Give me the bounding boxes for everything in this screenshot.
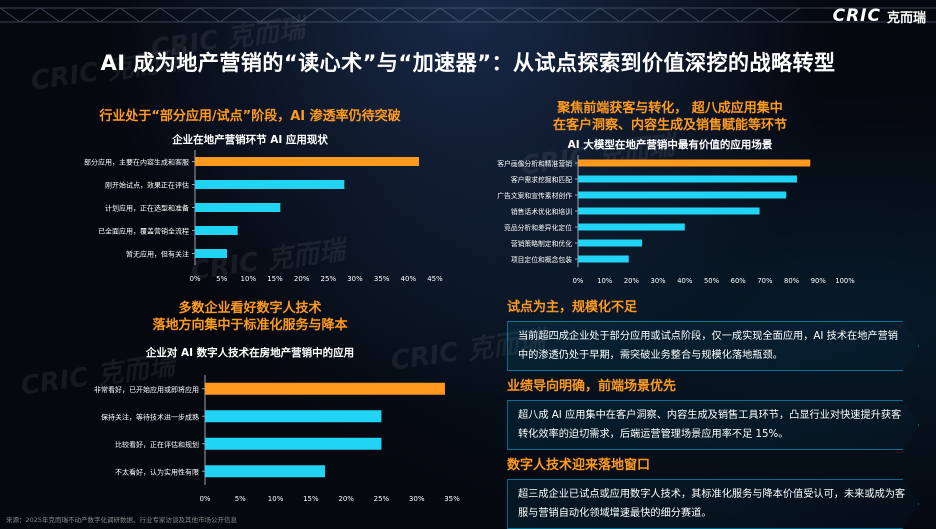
bar <box>205 465 325 478</box>
bar <box>578 223 685 231</box>
category-label: 已全面应用，覆盖营销全流程 <box>98 227 189 236</box>
card3-body: 超三成企业已试点或应用数字人技术，其标准化服务与降本价值受认可，未来或成为客服与… <box>507 479 919 529</box>
insight-card-1: 试点为主，规模化不足 当前超四成企业处于部分应用或试点阶段，仅一成实现全面应用，… <box>507 296 919 371</box>
chart2-bar-chart: 客户画像分析和精准营销客户需求挖掘和匹配广告文案和宣传素材创作销售话术优化和培训… <box>497 155 855 285</box>
x-tick-label: 70% <box>757 277 773 285</box>
bar <box>195 180 345 189</box>
bar <box>205 437 382 450</box>
x-tick-label: 0% <box>573 277 584 285</box>
x-tick-label: 45% <box>427 275 443 283</box>
card2-title: 业绩导向明确，前端场景优先 <box>507 379 677 394</box>
chart1-title: 企业在地产营销环节 AI 应用现状 <box>172 134 328 146</box>
stage-truss-decoration <box>0 7 936 23</box>
x-tick-label: 60% <box>731 277 747 285</box>
x-tick-label: 30% <box>409 495 425 503</box>
bar <box>195 157 419 166</box>
x-tick-label: 90% <box>811 277 827 285</box>
category-label: 非常看好，已开始应用或即将应用 <box>94 385 199 394</box>
bar <box>578 159 811 167</box>
x-tick-label: 15% <box>267 275 283 283</box>
x-tick-label: 100% <box>835 277 855 285</box>
x-tick-label: 35% <box>374 275 390 283</box>
x-tick-label: 0% <box>199 495 210 503</box>
x-tick-label: 50% <box>704 277 720 285</box>
x-tick-label: 5% <box>235 495 246 503</box>
bar <box>205 410 382 423</box>
category-label: 计划应用，正在选型和准备 <box>105 204 189 213</box>
source-note: 来源：2025年克而瑞不动产数字化调研数据、行业专家访谈及其他市场公开信息 <box>6 516 238 524</box>
category-label: 部分应用，主要在内容生成和客服 <box>84 158 189 167</box>
x-tick-label: 25% <box>321 275 337 283</box>
category-label: 客户需求挖掘和匹配 <box>511 175 572 184</box>
x-tick-label: 10% <box>597 277 613 285</box>
bar <box>578 191 787 199</box>
category-label: 保持关注，等待技术进一步成熟 <box>101 412 199 421</box>
x-tick-label: 20% <box>294 275 310 283</box>
logo-cn: 克而瑞 <box>886 10 926 26</box>
x-tick-label: 30% <box>651 277 667 285</box>
bar <box>205 382 445 395</box>
category-label: 暂无应用，但有关注 <box>126 250 189 259</box>
bar <box>195 226 238 235</box>
x-tick-label: 80% <box>784 277 800 285</box>
x-tick-label: 15% <box>303 495 319 503</box>
chart3-title: 企业对 AI 数字人技术在房地产营销中的应用 <box>145 347 355 359</box>
bar <box>578 207 760 215</box>
x-tick-label: 40% <box>401 275 417 283</box>
x-tick-label: 5% <box>216 275 227 283</box>
section3-title-line2: 落地方向集中于标准化服务与降本 <box>152 318 348 333</box>
chart2-title: AI 大模型在地产营销中最有价值的应用场景 <box>567 139 773 151</box>
x-tick-label: 0% <box>189 275 200 283</box>
x-tick-label: 35% <box>444 495 460 503</box>
x-tick-label: 30% <box>347 275 363 283</box>
category-label: 项目定位和概念包装 <box>511 255 572 264</box>
category-label: 不太看好，认为实用性有限 <box>115 467 199 476</box>
bar <box>578 255 629 263</box>
card1-title: 试点为主，规模化不足 <box>507 300 638 315</box>
insight-card-2: 业绩导向明确，前端场景优先 超八成 AI 应用集中在客户洞察、内容生成及销售工具… <box>507 375 919 450</box>
x-tick-label: 25% <box>374 495 390 503</box>
insight-card-3: 数字人技术迎来落地窗口 超三成企业已试点或应用数字人技术，其标准化服务与降本价值… <box>507 454 919 529</box>
chart3-bar-chart: 非常看好，已开始应用或即将应用保持关注，等待技术进一步成熟比较看好，正在评估和规… <box>94 375 460 503</box>
x-tick-label: 10% <box>268 495 284 503</box>
section2-title-line2: 在客户洞察、内容生成及销售赋能等环节 <box>552 118 787 133</box>
card2-body: 超八成 AI 应用集中在客户洞察、内容生成及销售工具环节，凸显行业对快速提升获客… <box>507 400 919 450</box>
x-tick-label: 20% <box>624 277 640 285</box>
bar <box>578 175 797 183</box>
logo-mark: CRIC <box>832 6 881 26</box>
section3-title-line1: 多数企业看好数字人技术 <box>178 301 322 316</box>
category-label: 刚开始试点，效果正在评估 <box>105 181 189 190</box>
brand-logo: CRIC 克而瑞 <box>833 6 926 26</box>
page-title: AI 成为地产营销的“读心术”与“加速器”：从试点探索到价值深挖的战略转型 <box>100 51 836 75</box>
category-label: 竞品分析和差异化定位 <box>504 223 572 232</box>
category-label: 营销策略制定和优化 <box>511 239 572 248</box>
card1-body: 当前超四成企业处于部分应用或试点阶段，仅一成实现全面应用，AI 技术在地产营销中… <box>507 321 919 371</box>
section3-title: 多数企业看好数字人技术 落地方向集中于标准化服务与降本 <box>40 300 460 334</box>
category-label: 比较看好，正在评估和规划 <box>115 440 199 449</box>
x-tick-label: 40% <box>677 277 693 285</box>
card3-title: 数字人技术迎来落地窗口 <box>507 458 651 473</box>
bar <box>578 239 643 247</box>
section2-title-line1: 聚焦前端获客与转化， 超八成应用集中 <box>557 101 783 116</box>
bar <box>195 203 281 212</box>
section1-title: 行业处于“部分应用/试点”阶段，AI 渗透率仍待突破 <box>99 109 401 124</box>
x-tick-label: 10% <box>241 275 257 283</box>
category-label: 广告文案和宣传素材创作 <box>497 191 572 200</box>
chart1-bar-chart: 部分应用，主要在内容生成和客服刚开始试点，效果正在评估计划应用，正在选型和准备已… <box>84 150 443 283</box>
bar <box>195 249 227 258</box>
category-label: 销售话术优化和培训 <box>511 207 572 216</box>
x-tick-label: 20% <box>338 495 354 503</box>
category-label: 客户画像分析和精准营销 <box>497 159 572 168</box>
section2-title: 聚焦前端获客与转化， 超八成应用集中 在客户洞察、内容生成及销售赋能等环节 <box>505 100 835 134</box>
